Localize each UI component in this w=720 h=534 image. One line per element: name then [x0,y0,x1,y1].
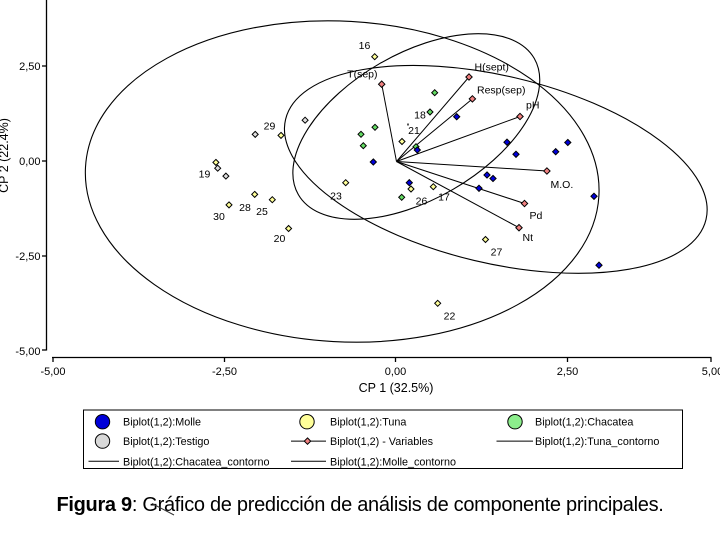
svg-text:Biplot(1,2):Chacatea: Biplot(1,2):Chacatea [535,417,633,429]
svg-text:Biplot(1,2):Tuna_contorno: Biplot(1,2):Tuna_contorno [535,436,659,448]
svg-text:21: 21 [408,125,420,137]
svg-text:0,00: 0,00 [19,156,40,168]
svg-text:Biplot(1,2):Chacatea_contorno: Biplot(1,2):Chacatea_contorno [123,456,269,468]
svg-text:2,50: 2,50 [557,366,578,378]
svg-text:Nt: Nt [523,232,534,244]
svg-text:27: 27 [491,247,503,259]
svg-text:5,00: 5,00 [702,366,720,378]
svg-text:16: 16 [359,40,371,52]
svg-text:T(sep): T(sep) [347,69,377,81]
svg-text:Biplot(1,2):Molle_contorno: Biplot(1,2):Molle_contorno [330,456,456,468]
svg-text:18: 18 [414,110,426,122]
svg-text:Resp(sep): Resp(sep) [477,85,525,97]
svg-text:-2,50: -2,50 [15,251,40,263]
svg-text:2,50: 2,50 [19,61,40,73]
svg-text:28: 28 [239,202,251,214]
svg-text:pH: pH [526,100,539,112]
svg-text:-2,50: -2,50 [212,366,237,378]
svg-text:0,00: 0,00 [385,366,406,378]
svg-text:Pd: Pd [530,210,543,222]
svg-text:17: 17 [438,192,450,204]
svg-text:20: 20 [274,233,286,245]
svg-text:CP 1 (32.5%): CP 1 (32.5%) [359,381,434,395]
svg-text:29: 29 [264,121,276,133]
svg-text:M.O.: M.O. [551,179,574,191]
svg-text:-5,00: -5,00 [15,346,40,358]
svg-text:Biplot(1,2):Testigo: Biplot(1,2):Testigo [123,436,209,448]
svg-text:Biplot(1,2):Molle: Biplot(1,2):Molle [123,417,201,429]
svg-text:-5,00: -5,00 [40,366,65,378]
svg-text:22: 22 [444,311,456,323]
svg-text:Figura 9: Gráfico de predicció: Figura 9: Gráfico de predicción de análi… [56,494,663,516]
svg-text:26: 26 [416,196,428,208]
svg-text:30: 30 [213,211,225,223]
svg-text:CP 2 (22.4%): CP 2 (22.4%) [0,118,11,193]
svg-text:19: 19 [199,169,211,181]
svg-text:H(sept): H(sept) [475,62,509,74]
svg-text:Biplot(1,2):Tuna: Biplot(1,2):Tuna [330,417,406,429]
svg-text:Biplot(1,2) - Variables: Biplot(1,2) - Variables [330,436,434,448]
svg-text:23: 23 [330,191,342,203]
svg-text:25: 25 [256,206,268,218]
